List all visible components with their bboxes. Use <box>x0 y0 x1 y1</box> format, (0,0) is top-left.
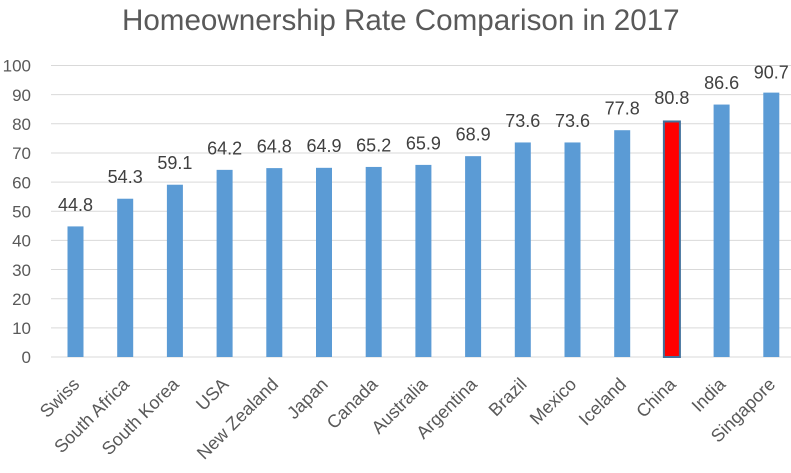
svg-text:64.2: 64.2 <box>207 138 242 158</box>
svg-text:86.6: 86.6 <box>704 73 739 93</box>
svg-text:60: 60 <box>12 173 31 192</box>
svg-text:50: 50 <box>12 202 31 221</box>
svg-text:90.7: 90.7 <box>754 62 789 82</box>
svg-text:73.6: 73.6 <box>505 111 540 131</box>
svg-text:68.9: 68.9 <box>456 125 491 145</box>
svg-text:77.8: 77.8 <box>605 99 640 119</box>
svg-text:Homeownership Rate Comparison: Homeownership Rate Comparison in 2017 <box>122 4 680 37</box>
svg-text:0: 0 <box>22 348 31 367</box>
svg-text:73.6: 73.6 <box>555 111 590 131</box>
svg-text:100: 100 <box>3 57 31 76</box>
svg-text:64.9: 64.9 <box>306 136 341 156</box>
svg-text:70: 70 <box>12 144 31 163</box>
svg-text:80.8: 80.8 <box>654 88 689 108</box>
svg-text:80: 80 <box>12 115 31 134</box>
svg-text:40: 40 <box>12 232 31 251</box>
svg-text:44.8: 44.8 <box>58 195 93 215</box>
svg-text:65.2: 65.2 <box>356 135 391 155</box>
svg-text:54.3: 54.3 <box>108 167 143 187</box>
svg-text:65.9: 65.9 <box>406 133 441 153</box>
svg-text:30: 30 <box>12 261 31 280</box>
svg-text:59.1: 59.1 <box>157 153 192 173</box>
svg-text:20: 20 <box>12 290 31 309</box>
svg-text:90: 90 <box>12 86 31 105</box>
svg-text:10: 10 <box>12 319 31 338</box>
svg-text:64.8: 64.8 <box>257 137 292 157</box>
